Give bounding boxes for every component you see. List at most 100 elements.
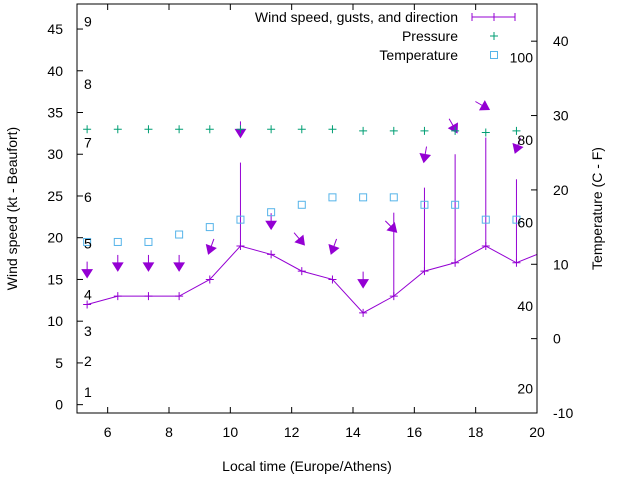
x-tick-label: 8 <box>165 424 173 440</box>
pressure-point <box>297 125 306 134</box>
pressure-point <box>389 126 398 135</box>
wind-arrow-shaft <box>293 232 301 240</box>
wind-speed-point <box>236 242 245 251</box>
x-tick-label: 14 <box>345 424 361 440</box>
pressure-point <box>359 126 368 135</box>
y-tick-label: 25 <box>47 188 63 204</box>
wind-direction-arrow <box>111 254 124 272</box>
x-tick-label: 6 <box>104 424 112 440</box>
fahrenheit-label: 100 <box>510 50 534 66</box>
wind-speed-point <box>175 292 184 301</box>
wind-direction-arrow <box>419 146 432 164</box>
wind-direction-arrow <box>328 238 340 255</box>
wind-speed-point <box>83 300 92 309</box>
wind-speed-point <box>359 308 368 317</box>
temperature-point <box>175 230 184 239</box>
temperature-point <box>267 208 276 217</box>
plot-frame <box>76 3 538 414</box>
temperature-point <box>451 200 460 209</box>
temperature-point <box>481 215 490 224</box>
beaufort-label: 6 <box>84 189 92 205</box>
pressure-point <box>236 125 245 134</box>
wind-speed-point <box>512 258 521 267</box>
y-axis-label: Wind speed (kt - Beaufort) <box>4 127 20 290</box>
pressure-point <box>481 128 490 137</box>
y2-tick-label: 0 <box>553 331 561 347</box>
wind-arrow-head <box>81 269 94 279</box>
pressure-point <box>113 125 122 134</box>
y-tick-label: 45 <box>47 21 63 37</box>
pressure-point <box>83 125 92 134</box>
y-tick-label: 30 <box>47 146 63 162</box>
wind-arrow-head <box>478 100 491 111</box>
wind-speed-point <box>205 275 214 284</box>
x-tick-label: 16 <box>407 424 423 440</box>
beaufort-label: 5 <box>84 236 92 252</box>
wind-direction-arrow <box>357 271 370 289</box>
y-tick-label: 20 <box>47 230 63 246</box>
x-tick-label: 18 <box>468 424 484 440</box>
wind-speed-point <box>297 267 306 276</box>
wind-direction-arrow <box>447 118 458 134</box>
fahrenheit-label: 40 <box>517 298 533 314</box>
legend-label: Temperature <box>379 47 458 63</box>
wind-direction-arrow <box>265 213 278 231</box>
wind-speed-point <box>113 292 122 301</box>
temperature-point <box>420 200 429 209</box>
beaufort-label: 7 <box>84 135 92 151</box>
y2-tick-label: 30 <box>553 108 569 124</box>
wind-direction-arrow <box>384 220 398 233</box>
wind-arrow-shaft <box>448 118 455 127</box>
pressure-point <box>175 125 184 134</box>
x-axis-label: Local time (Europe/Athens) <box>222 458 392 474</box>
wind-speed-point <box>328 275 337 284</box>
legend-label: Pressure <box>402 28 458 44</box>
fahrenheit-label: 20 <box>517 380 533 396</box>
temperature-point <box>113 237 122 246</box>
wind-arrow-shaft <box>333 238 338 248</box>
wind-arrow-head <box>512 142 524 154</box>
y-tick-label: 15 <box>47 271 63 287</box>
wind-speed-point <box>267 250 276 259</box>
beaufort-label: 1 <box>84 384 92 400</box>
wind-arrow-head <box>142 262 155 272</box>
legend-marker <box>490 13 498 21</box>
temperature-point <box>205 223 214 232</box>
pressure-point <box>451 126 460 135</box>
legend-item-pressure: Pressure <box>402 28 498 44</box>
y-tick-label: 0 <box>55 397 63 413</box>
wind-direction-arrow <box>475 100 491 111</box>
wind-direction-arrow <box>205 238 217 255</box>
temperature-point <box>297 200 306 209</box>
legend-item-wind: Wind speed, gusts, and direction <box>255 9 516 25</box>
beaufort-label: 9 <box>84 14 92 30</box>
fahrenheit-label: 60 <box>517 215 533 231</box>
wind-speed-point <box>144 292 153 301</box>
fahrenheit-label: 80 <box>517 132 533 148</box>
x-tick-label: 20 <box>529 424 545 440</box>
plot-area <box>81 100 538 317</box>
beaufort-label: 4 <box>84 286 92 302</box>
wind-arrow-head <box>294 234 305 246</box>
pressure-point <box>205 125 214 134</box>
wind-arrow-head <box>419 152 432 164</box>
wind-arrow-head <box>386 222 398 233</box>
temperature-point <box>389 193 398 202</box>
pressure-point <box>144 125 153 134</box>
temperature-point <box>359 193 368 202</box>
pressure-point <box>267 125 276 134</box>
wind-arrow-head <box>111 262 124 272</box>
wind-arrow-shaft <box>210 238 215 248</box>
y2-tick-label: 40 <box>553 33 569 49</box>
legend-label: Wind speed, gusts, and direction <box>255 9 458 25</box>
pressure-point <box>420 126 429 135</box>
y-tick-label: 10 <box>47 313 63 329</box>
legend-marker <box>490 32 498 40</box>
wind-direction-arrow <box>173 254 186 272</box>
pressure-point <box>328 125 337 134</box>
beaufort-label: 3 <box>84 323 92 339</box>
wind-direction-arrow <box>512 137 524 154</box>
x-tick-label: 12 <box>284 424 300 440</box>
wind-arrow-head <box>328 243 340 255</box>
